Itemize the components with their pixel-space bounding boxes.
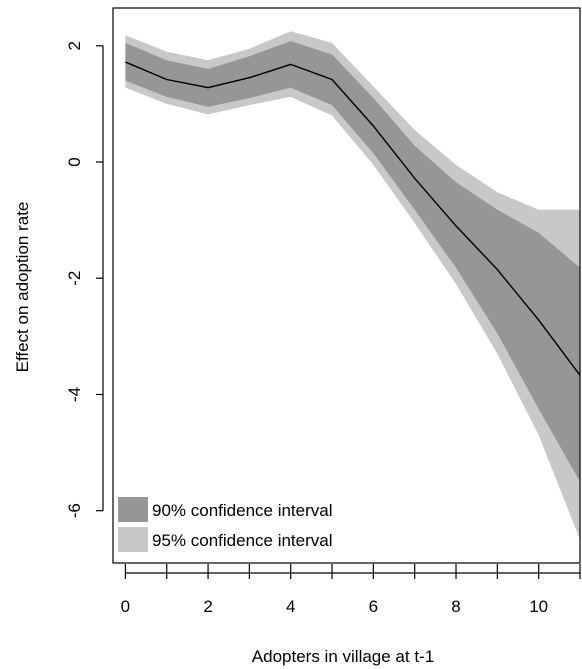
x-tick-label: 10: [529, 597, 548, 616]
x-axis-title: Adopters in village at t-1: [252, 647, 434, 666]
y-tick-label: 2: [65, 41, 84, 50]
plot-frame: [112, 7, 581, 564]
legend: 90% confidence interval 95% confidence i…: [118, 497, 333, 552]
legend-swatch-95: [118, 527, 148, 552]
x-tick-label: 6: [369, 597, 378, 616]
y-tick-label: -2: [65, 271, 84, 286]
y-tick-label: -6: [65, 503, 84, 518]
y-axis: 2 0 -2 -4 -6: [65, 41, 104, 518]
y-tick-label: 0: [65, 157, 84, 166]
estimate-line-layer: [125, 61, 581, 376]
y-tick-label: -4: [65, 387, 84, 402]
legend-swatch-90: [118, 497, 148, 522]
x-tick-label: 8: [451, 597, 460, 616]
confidence-bands: [125, 31, 581, 540]
y-axis-title: Effect on adoption rate: [13, 202, 32, 373]
legend-label-95: 95% confidence interval: [152, 531, 333, 550]
x-axis: 0 2 4 6 8 10: [121, 564, 581, 616]
x-tick-label: 4: [286, 597, 295, 616]
x-tick-label: 0: [121, 597, 130, 616]
legend-label-90: 90% confidence interval: [152, 501, 333, 520]
x-tick-label: 2: [203, 597, 212, 616]
estimate-line: [125, 61, 581, 376]
